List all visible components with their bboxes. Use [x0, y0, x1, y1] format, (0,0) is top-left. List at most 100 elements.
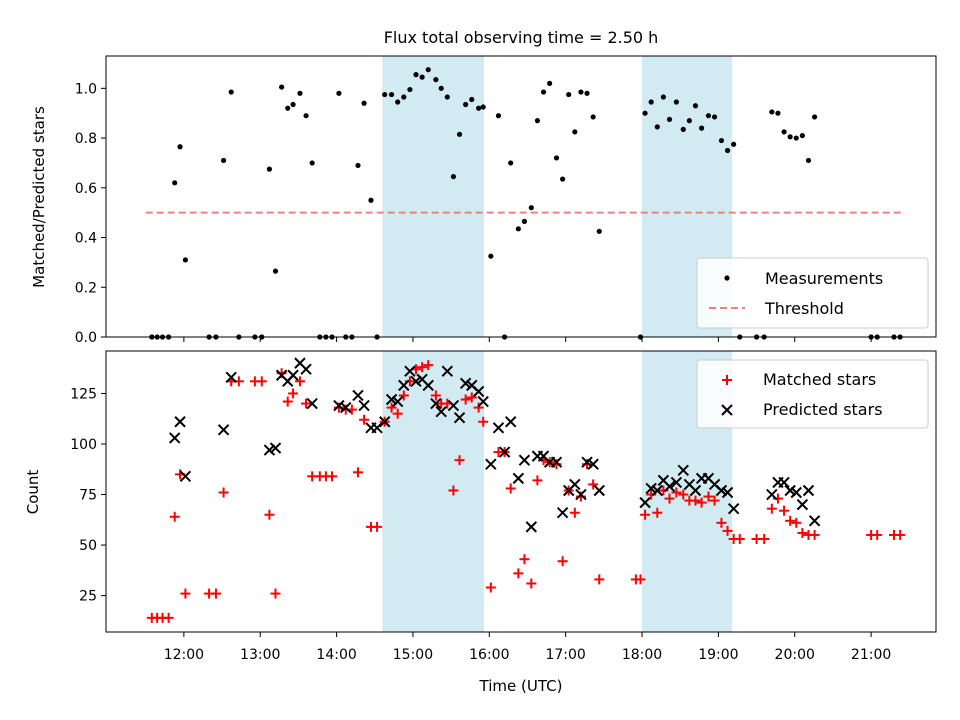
matched-star-point [772, 493, 783, 504]
measurement-point [584, 90, 590, 96]
measurement-point [553, 155, 560, 161]
predicted-star-point [179, 470, 192, 483]
predicted-star-point [645, 482, 657, 495]
y-tick-label: 100 [70, 437, 97, 453]
matched-star-point [532, 475, 543, 486]
measurement-point [450, 174, 457, 180]
observing-window [382, 56, 484, 337]
matched-star-point [423, 360, 434, 371]
matched-star-point [359, 414, 370, 425]
x-axis-label: Time (UTC) [479, 677, 563, 695]
x-tick-label: 14:00 [316, 647, 356, 663]
matched-star-point [716, 517, 727, 528]
matched-star-point [594, 574, 605, 585]
measurement-point [401, 94, 407, 100]
count-panel-y-ticks: 25 50 75 100 125 [70, 386, 106, 605]
ratio-panel-windows [382, 56, 733, 337]
predicted-star-point [581, 456, 593, 468]
matched-star-point [270, 588, 281, 599]
matched-star-point [575, 491, 586, 502]
ratio-panel-x-ticks [183, 337, 872, 342]
matched-star-point [276, 368, 287, 379]
predicted-star-point [225, 371, 237, 383]
y-tick-label: 0.4 [75, 231, 97, 247]
predicted-star-point [556, 507, 569, 519]
matched-star-point [327, 471, 338, 482]
matched-star-point [722, 525, 733, 536]
measurement-point [272, 268, 279, 274]
matched-star-point [352, 467, 363, 478]
matched-star-point [690, 495, 701, 506]
measurement-point [534, 118, 541, 124]
predicted-star-point [217, 424, 230, 436]
predicted-star-point [651, 484, 664, 497]
predicted-star-point [352, 389, 364, 402]
matched-stars-series [146, 360, 906, 623]
predicted-star-point [430, 397, 442, 410]
matched-star-point [430, 390, 441, 401]
legend-matched-label: Matched stars [763, 370, 876, 389]
measurement-point [698, 125, 705, 131]
measurement-point [425, 67, 431, 73]
matched-star-point [513, 568, 524, 579]
matched-star-point [557, 556, 568, 567]
predicted-star-point [639, 496, 651, 509]
matched-star-point [734, 534, 745, 545]
matched-star-point [703, 491, 714, 502]
matched-star-point [210, 588, 221, 599]
count-panel-x-ticks: 12:00 13:00 14:00 15:00 16:00 17:00 18:00 19:00… [164, 632, 891, 663]
matched-star-point [779, 505, 790, 516]
predicted-star-point [333, 399, 345, 412]
y-tick-label: 125 [70, 386, 97, 402]
matched-star-point [417, 362, 428, 373]
measurement-point [382, 91, 388, 98]
measurement-point [469, 96, 475, 103]
y-tick-label: 25 [79, 589, 97, 605]
measurement-point [673, 99, 679, 105]
matched-star-point [635, 574, 646, 585]
y-tick-label: 0.8 [75, 131, 97, 147]
ratio-legend-box [696, 257, 929, 329]
ratio-panel: 0.0 0.2 0.4 0.6 0.8 1.0 Matched/Predicted sta… [30, 55, 937, 346]
predicted-star-point [472, 385, 485, 398]
matched-star-point [466, 392, 477, 403]
measurement-point [769, 109, 775, 115]
measurement-point [811, 114, 818, 120]
matched-star-point [282, 396, 293, 407]
matched-star-point [454, 455, 465, 466]
measurement-point [438, 85, 444, 91]
measurement-point [731, 141, 737, 147]
ratio-y-axis-label: Matched/Predicted stars [30, 106, 48, 288]
matched-star-point [256, 376, 267, 387]
matched-star-point [588, 479, 599, 490]
measurement-point [596, 228, 602, 234]
measurement-point [528, 205, 534, 211]
predicted-star-point [306, 397, 318, 410]
measurement-point [648, 99, 654, 105]
matched-star-point [785, 515, 796, 526]
predicted-star-point [174, 416, 186, 428]
x-tick-label: 15:00 [393, 647, 433, 663]
matched-star-point [526, 578, 537, 589]
y-tick-label: 0.6 [75, 181, 97, 197]
measurement-point [419, 74, 425, 80]
matched-star-point [895, 529, 906, 540]
measurement-point [463, 101, 469, 108]
matched-star-point [696, 497, 707, 508]
y-tick-label: 75 [79, 488, 97, 504]
legend-predicted-marker [721, 404, 733, 416]
predicted-star-point [340, 401, 352, 414]
predicted-stars-series [169, 357, 821, 533]
measurement-point [566, 91, 572, 98]
y-tick-label: 0.0 [75, 330, 97, 346]
measurement-point [336, 90, 342, 96]
predicted-star-point [263, 444, 276, 456]
predicted-star-point [550, 456, 563, 468]
measurement-point [805, 157, 812, 164]
x-tick-label: 12:00 [164, 647, 204, 663]
matched-star-point [797, 527, 808, 538]
predicted-star-point [441, 365, 454, 377]
matched-star-point [759, 534, 770, 545]
predicted-star-point [593, 484, 605, 497]
